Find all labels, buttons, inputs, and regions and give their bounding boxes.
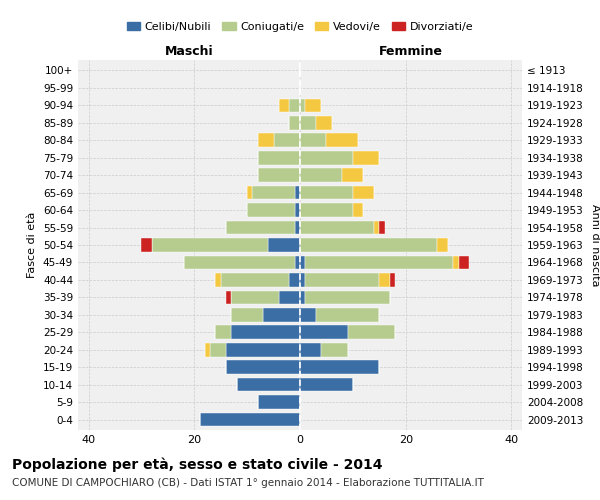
Bar [300, 220, 374, 234]
Bar [437, 238, 448, 252]
Bar [142, 238, 152, 252]
Bar [231, 308, 263, 322]
Bar [236, 378, 300, 392]
Bar [268, 238, 300, 252]
Bar [295, 220, 300, 234]
Bar [458, 256, 469, 270]
Bar [300, 151, 353, 164]
Bar [205, 343, 210, 356]
Bar [300, 256, 305, 270]
Bar [289, 273, 300, 286]
Bar [263, 308, 300, 322]
Bar [374, 220, 379, 234]
Bar [316, 308, 379, 322]
Bar [247, 204, 295, 217]
Bar [453, 256, 458, 270]
Bar [231, 290, 279, 304]
Bar [300, 290, 305, 304]
Bar [321, 343, 347, 356]
Bar [295, 186, 300, 200]
Bar [215, 273, 221, 286]
Bar [221, 273, 289, 286]
Bar [300, 343, 321, 356]
Bar [184, 256, 295, 270]
Bar [353, 186, 374, 200]
Bar [289, 98, 300, 112]
Bar [300, 134, 326, 147]
Bar [390, 273, 395, 286]
Bar [289, 116, 300, 130]
Bar [152, 238, 268, 252]
Bar [326, 134, 358, 147]
Legend: Celibi/Nubili, Coniugati/e, Vedovi/e, Divorziati/e: Celibi/Nubili, Coniugati/e, Vedovi/e, Di… [122, 18, 478, 36]
Bar [379, 273, 390, 286]
Bar [279, 290, 300, 304]
Bar [295, 256, 300, 270]
Text: Femmine: Femmine [379, 46, 443, 59]
Bar [247, 186, 253, 200]
Bar [300, 308, 316, 322]
Bar [226, 360, 300, 374]
Bar [353, 151, 379, 164]
Bar [258, 151, 300, 164]
Bar [226, 290, 231, 304]
Bar [300, 186, 353, 200]
Bar [200, 412, 300, 426]
Bar [215, 326, 231, 339]
Bar [305, 98, 321, 112]
Bar [258, 168, 300, 182]
Bar [300, 378, 353, 392]
Bar [300, 204, 353, 217]
Text: Maschi: Maschi [164, 46, 214, 59]
Bar [305, 290, 390, 304]
Bar [300, 273, 305, 286]
Bar [300, 98, 305, 112]
Bar [253, 186, 295, 200]
Y-axis label: Anni di nascita: Anni di nascita [590, 204, 600, 286]
Bar [231, 326, 300, 339]
Bar [300, 238, 437, 252]
Bar [258, 396, 300, 409]
Bar [347, 326, 395, 339]
Bar [305, 273, 379, 286]
Bar [342, 168, 364, 182]
Bar [379, 220, 385, 234]
Bar [300, 326, 347, 339]
Bar [305, 256, 453, 270]
Y-axis label: Fasce di età: Fasce di età [28, 212, 37, 278]
Bar [300, 116, 316, 130]
Bar [258, 134, 274, 147]
Bar [226, 343, 300, 356]
Bar [210, 343, 226, 356]
Bar [353, 204, 364, 217]
Text: Popolazione per età, sesso e stato civile - 2014: Popolazione per età, sesso e stato civil… [12, 458, 383, 472]
Bar [274, 134, 300, 147]
Bar [279, 98, 289, 112]
Bar [300, 360, 379, 374]
Text: COMUNE DI CAMPOCHIARO (CB) - Dati ISTAT 1° gennaio 2014 - Elaborazione TUTTITALI: COMUNE DI CAMPOCHIARO (CB) - Dati ISTAT … [12, 478, 484, 488]
Bar [316, 116, 332, 130]
Bar [226, 220, 295, 234]
Bar [295, 204, 300, 217]
Bar [300, 168, 342, 182]
